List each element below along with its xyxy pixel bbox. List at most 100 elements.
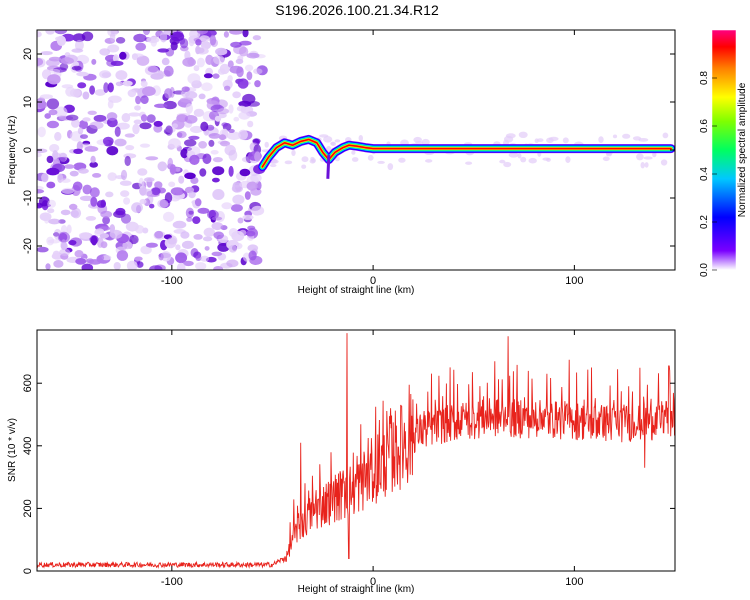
noise-blob bbox=[202, 153, 212, 165]
noise-blob bbox=[72, 181, 83, 191]
noise-blob bbox=[248, 250, 257, 261]
noise-blob bbox=[69, 203, 78, 210]
noise-blob bbox=[60, 178, 71, 183]
noise-blob bbox=[219, 140, 231, 147]
noise-blob bbox=[70, 210, 79, 218]
noise-blob bbox=[244, 191, 251, 200]
noise-blob bbox=[135, 42, 147, 51]
noise-blob bbox=[47, 74, 61, 85]
noise-blob bbox=[115, 37, 126, 44]
noise-blob bbox=[142, 30, 151, 36]
noise-blob bbox=[37, 57, 44, 66]
noise-blob bbox=[140, 80, 148, 88]
noise-blob bbox=[247, 101, 260, 107]
noise-blob bbox=[81, 263, 94, 270]
noise-blob bbox=[137, 168, 148, 176]
noise-blob bbox=[110, 60, 124, 66]
noise-blob bbox=[132, 123, 140, 135]
noise-blob bbox=[163, 100, 177, 110]
halo-blob bbox=[640, 162, 645, 169]
noise-blob bbox=[37, 189, 45, 194]
halo-blob bbox=[425, 159, 433, 163]
y-tick-label: 200 bbox=[22, 499, 34, 517]
noise-blob bbox=[178, 175, 185, 184]
noise-blob bbox=[94, 228, 105, 235]
noise-blob bbox=[242, 30, 249, 38]
noise-blob bbox=[239, 168, 251, 177]
noise-blob bbox=[221, 122, 228, 127]
noise-blob bbox=[115, 70, 128, 81]
noise-blob bbox=[93, 114, 107, 122]
noise-blob bbox=[238, 100, 252, 107]
x-tick-label: -100 bbox=[161, 275, 183, 287]
noise-blob bbox=[231, 230, 245, 242]
noise-blob bbox=[89, 161, 98, 168]
noise-blob bbox=[212, 177, 220, 183]
noise-blob bbox=[139, 122, 152, 130]
noise-blob bbox=[40, 94, 53, 99]
noise-blob bbox=[247, 120, 254, 128]
noise-blob bbox=[228, 245, 237, 253]
y-tick-label: 600 bbox=[22, 374, 34, 392]
noise-blob bbox=[48, 109, 58, 116]
noise-blob bbox=[89, 121, 104, 130]
noise-blob bbox=[195, 262, 207, 270]
noise-blob bbox=[136, 261, 144, 268]
halo-blob bbox=[264, 141, 269, 148]
noise-blob bbox=[54, 131, 62, 141]
noise-blob bbox=[159, 31, 168, 43]
noise-blob bbox=[224, 85, 231, 92]
x-tick-label: -100 bbox=[161, 576, 183, 588]
noise-blob bbox=[180, 231, 190, 239]
noise-blob bbox=[114, 138, 127, 147]
noise-blob bbox=[168, 138, 181, 149]
noise-blob bbox=[209, 34, 217, 46]
halo-blob bbox=[358, 135, 363, 142]
noise-blob bbox=[200, 255, 210, 262]
noise-blob bbox=[124, 155, 131, 167]
noise-blob bbox=[63, 164, 75, 169]
noise-blob bbox=[48, 218, 61, 225]
halo-blob bbox=[291, 149, 296, 156]
noise-blob bbox=[253, 68, 263, 75]
colorbar: 0.0 0.2 0.4 0.6 0.8 Normalized spectral ampl… bbox=[699, 29, 748, 277]
noise-blob bbox=[164, 88, 173, 99]
halo-blob bbox=[528, 157, 537, 164]
noise-blob bbox=[151, 187, 161, 196]
noise-blob bbox=[205, 54, 214, 65]
noise-blob bbox=[135, 95, 142, 105]
noise-blob bbox=[175, 244, 181, 251]
noise-blob bbox=[90, 196, 98, 207]
noise-blob bbox=[38, 196, 50, 207]
noise-blob bbox=[66, 114, 79, 121]
noise-blob bbox=[169, 164, 177, 175]
noise-blob bbox=[79, 195, 94, 201]
x-tick-label: 0 bbox=[370, 275, 376, 287]
noise-blob bbox=[109, 32, 116, 43]
halo-blob bbox=[602, 156, 610, 162]
noise-blob bbox=[181, 240, 194, 249]
noise-blob bbox=[44, 215, 50, 224]
halo-blob bbox=[644, 162, 649, 168]
y-tick-label: -10 bbox=[22, 190, 34, 206]
noise-blob bbox=[160, 251, 172, 262]
noise-blob bbox=[196, 30, 209, 35]
noise-blob bbox=[147, 65, 159, 73]
noise-blob bbox=[199, 35, 210, 42]
noise-blob bbox=[184, 115, 198, 124]
noise-blob bbox=[226, 259, 239, 268]
noise-blob bbox=[90, 155, 96, 164]
halo-blob bbox=[367, 154, 374, 161]
noise-blob bbox=[82, 117, 91, 122]
noise-blob bbox=[208, 133, 221, 139]
noise-blob bbox=[246, 71, 253, 81]
noise-blob bbox=[231, 184, 243, 193]
noise-blob bbox=[91, 58, 97, 65]
noise-blob bbox=[202, 236, 213, 242]
noise-blob bbox=[46, 181, 56, 189]
noise-blob bbox=[47, 208, 55, 214]
snr-frame bbox=[36, 329, 676, 572]
noise-blob bbox=[213, 266, 224, 270]
snr-axes: -100 0 100 0 200 400 600 bbox=[22, 330, 675, 588]
noise-blob bbox=[193, 65, 200, 72]
